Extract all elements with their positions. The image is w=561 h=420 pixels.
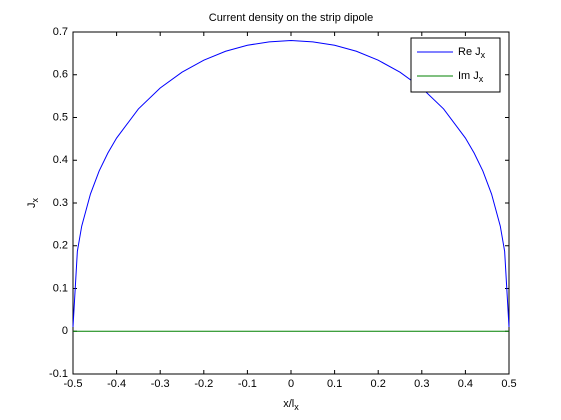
x-tick-label: -0.1: [238, 378, 257, 390]
x-tick-label: -0.3: [151, 378, 170, 390]
x-tick-label: 0.4: [458, 378, 473, 390]
y-tick-label: 0.1: [53, 282, 68, 294]
x-tick-label: 0.2: [371, 378, 386, 390]
x-tick-label: -0.2: [194, 378, 213, 390]
legend-box: [410, 37, 501, 93]
y-tick-label: 0.5: [53, 111, 68, 123]
x-tick-label: 0.1: [327, 378, 342, 390]
y-tick-label: -0.1: [49, 368, 68, 380]
x-axis-label: x/lx: [283, 398, 299, 412]
legend-label: Im Jx: [458, 70, 484, 84]
y-tick-label: 0: [62, 325, 68, 337]
chart-title: Current density on the strip dipole: [209, 12, 373, 24]
y-tick-label: 0.2: [53, 240, 68, 252]
legend-label: Re Jx: [458, 46, 486, 60]
y-tick-label: 0.4: [53, 154, 68, 166]
series-line: [72, 40, 510, 328]
x-tick-label: -0.5: [64, 378, 83, 390]
x-tick-label: 0.5: [501, 378, 516, 390]
y-tick-label: 0.7: [53, 26, 68, 38]
y-axis-label: Jx: [26, 198, 40, 209]
x-tick-label: -0.4: [107, 378, 126, 390]
y-tick-label: 0.3: [53, 197, 68, 209]
y-tick-label: 0.6: [53, 69, 68, 81]
x-tick-label: 0: [288, 378, 294, 390]
x-tick-label: 0.3: [414, 378, 429, 390]
